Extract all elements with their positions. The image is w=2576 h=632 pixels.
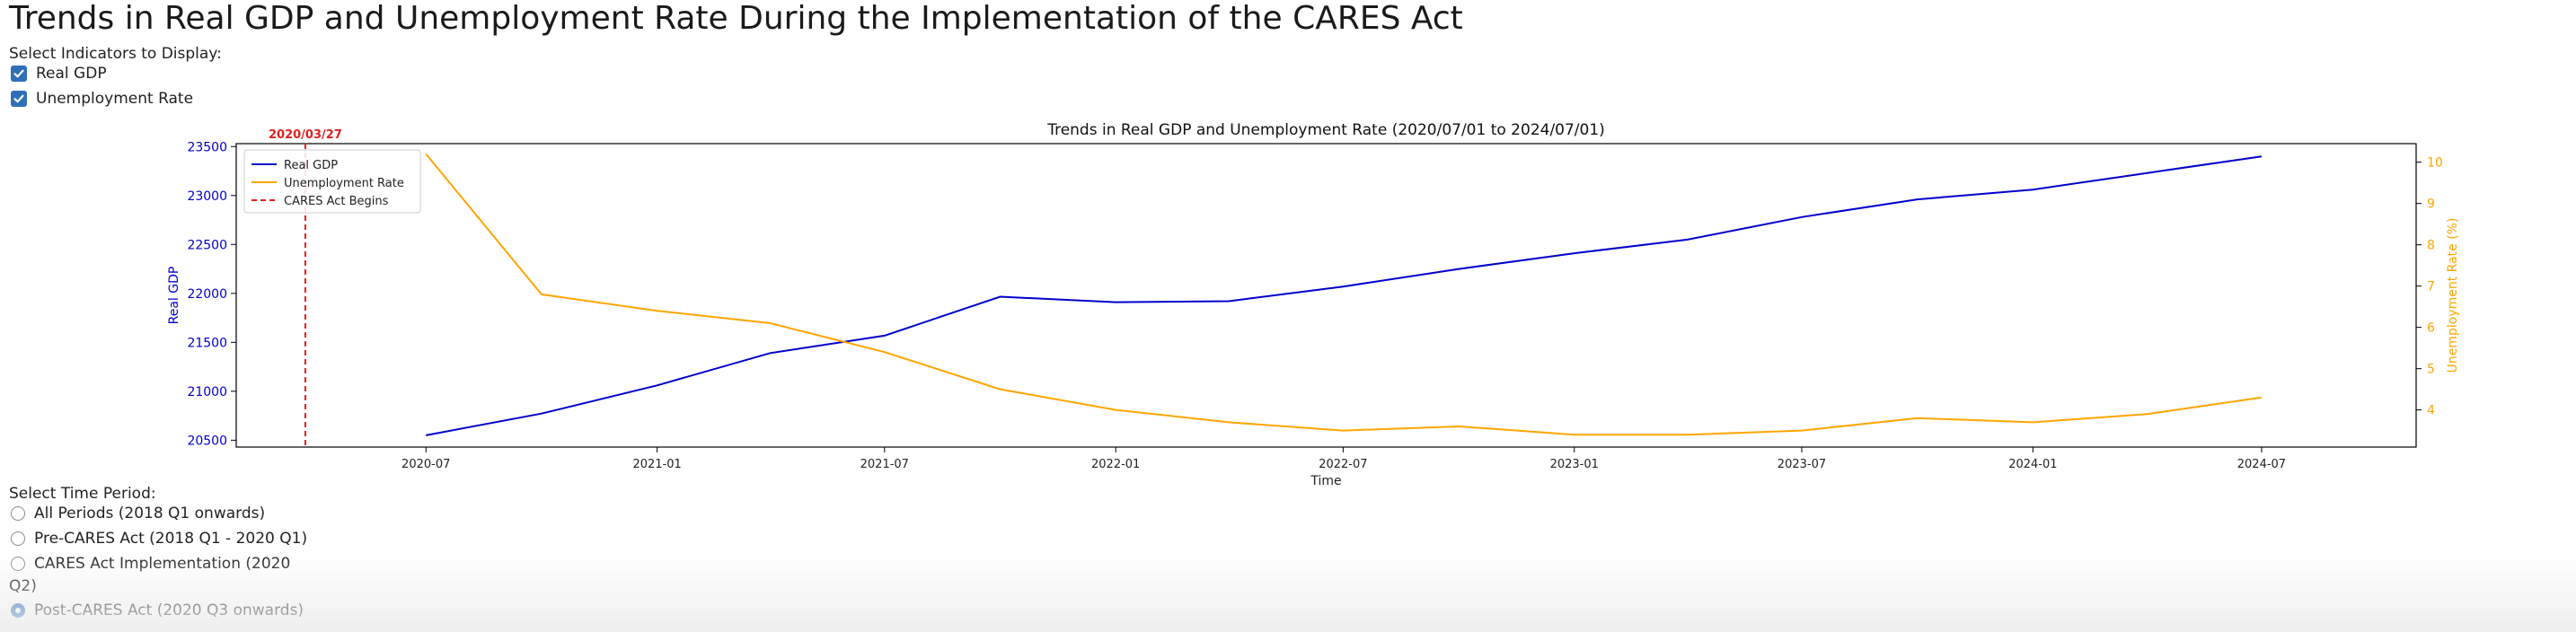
y-left-tick-label: 23500	[187, 140, 227, 154]
chart-title: Trends in Real GDP and Unemployment Rate…	[1046, 121, 1605, 139]
x-tick-label: 2021-07	[860, 458, 909, 471]
legend-label: CARES Act Begins	[284, 195, 389, 208]
y-left-tick-label: 22500	[187, 238, 227, 252]
legend-box	[243, 149, 421, 214]
radio-unselected-icon[interactable]	[11, 531, 25, 546]
legend-label: Unemployment Rate	[284, 177, 404, 190]
x-tick-label: 2023-01	[1550, 458, 1599, 471]
y-right-tick-label: 8	[2427, 239, 2435, 253]
x-tick-label: 2022-01	[1091, 458, 1140, 471]
checkbox-checked-icon[interactable]	[11, 66, 27, 82]
legend-label: Real GDP	[284, 159, 338, 172]
indicators-label: Select Indicators to Display:	[9, 45, 222, 63]
x-tick-label: 2023-07	[1778, 458, 1826, 471]
y-left-tick-label: 20500	[187, 434, 227, 448]
cares-act-date-label: 2020/03/27	[269, 128, 342, 142]
y-right-axis-label: Unemployment Rate (%)	[2446, 218, 2460, 373]
radio-label: All Periods (2018 Q1 onwards)	[34, 505, 266, 522]
radio-label: Pre-CARES Act (2018 Q1 - 2020 Q1)	[34, 530, 308, 548]
y-right-tick-label: 6	[2427, 321, 2435, 336]
y-right-tick-label: 5	[2427, 363, 2435, 377]
radio-selected-icon[interactable]	[11, 603, 25, 618]
page-title: Trends in Real GDP and Unemployment Rate…	[9, 0, 1463, 37]
x-tick-label: 2020-07	[401, 458, 450, 471]
x-tick-label: 2024-07	[2237, 458, 2286, 471]
y-left-tick-label: 21000	[187, 385, 227, 399]
checkbox-unemployment-rate[interactable]: Unemployment Rate	[11, 90, 193, 108]
bottom-shade	[0, 551, 2576, 632]
x-tick-label: 2022-07	[1319, 458, 1367, 471]
radio-label: Post-CARES Act (2020 Q3 onwards)	[34, 601, 304, 619]
checkbox-label: Unemployment Rate	[36, 90, 194, 108]
x-tick-label: 2024-01	[2008, 458, 2057, 471]
radio-unselected-icon[interactable]	[11, 506, 25, 521]
checkbox-checked-icon[interactable]	[11, 91, 27, 107]
series-line-unemployment-rate	[425, 153, 2263, 436]
x-tick-label: 2021-01	[632, 458, 681, 471]
checkbox-label: Real GDP	[36, 65, 107, 83]
plot-frame	[235, 143, 2417, 448]
radio-unselected-icon[interactable]	[11, 557, 25, 571]
x-axis-label: Time	[1310, 474, 1341, 488]
series-line-real-gdp	[426, 155, 2263, 436]
checkbox-real-gdp[interactable]: Real GDP	[11, 65, 107, 83]
radio-post-cares[interactable]: Post-CARES Act (2020 Q3 onwards)	[11, 601, 304, 619]
y-left-tick-label: 21500	[187, 336, 227, 350]
radio-label-continuation: Q2)	[9, 577, 37, 595]
y-right-tick-label: 10	[2427, 156, 2443, 171]
radio-label: CARES Act Implementation (2020	[34, 555, 291, 573]
time-period-label: Select Time Period:	[9, 485, 156, 503]
chart: Trends in Real GDP and Unemployment Rate…	[167, 121, 2460, 488]
radio-pre-cares[interactable]: Pre-CARES Act (2018 Q1 - 2020 Q1)	[11, 530, 307, 548]
y-left-tick-label: 23000	[187, 189, 227, 204]
y-right-tick-label: 4	[2427, 404, 2435, 418]
radio-all-periods[interactable]: All Periods (2018 Q1 onwards)	[11, 505, 265, 522]
radio-cares-implementation[interactable]: CARES Act Implementation (2020	[11, 555, 290, 573]
y-right-tick-label: 7	[2427, 280, 2435, 294]
y-left-axis-label: Real GDP	[167, 267, 181, 325]
y-left-tick-label: 22000	[187, 287, 227, 302]
y-right-tick-label: 9	[2427, 198, 2435, 212]
